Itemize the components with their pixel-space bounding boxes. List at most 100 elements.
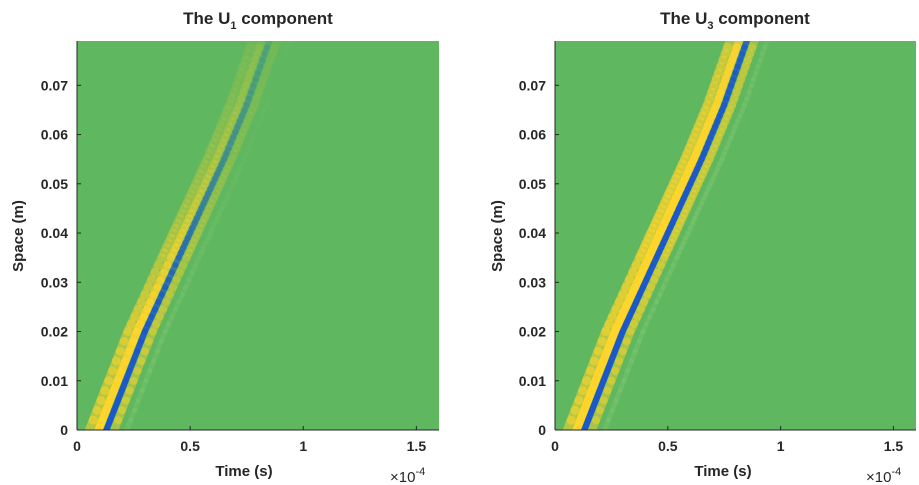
wave-halo-segment	[217, 205, 225, 216]
wave-band-segment	[257, 57, 266, 70]
wave-band-segment	[743, 49, 755, 65]
wave-halo-segment	[664, 269, 673, 283]
wave-halo-segment	[602, 417, 611, 430]
wave-band-segment	[675, 159, 687, 174]
wave-band-segment	[676, 214, 687, 228]
wave-band-segment	[250, 76, 259, 89]
wave-halo-segment	[760, 44, 768, 57]
wave-halo-segment	[235, 166, 243, 177]
y-tick-label: 0.02	[519, 324, 546, 340]
wave-halo-segment	[155, 338, 164, 354]
wave-band-segment	[732, 41, 743, 52]
wave-band-segment	[746, 43, 757, 58]
wave-halo-segment	[683, 230, 691, 241]
wave-halo-segment	[640, 321, 649, 335]
wave-halo-segment	[257, 113, 266, 124]
y-tick-label: 0	[60, 422, 68, 438]
wave-band-segment	[137, 347, 150, 366]
wave-band-segment	[618, 337, 631, 356]
wave-halo-segment	[757, 51, 766, 63]
wave-band-segment	[227, 111, 239, 126]
wave-halo-segment	[230, 176, 238, 187]
wave-band-segment	[205, 185, 214, 197]
x-tick-label: 1.5	[884, 438, 904, 454]
wave-band-segment	[705, 149, 716, 164]
wave-halo-segment	[214, 210, 223, 221]
wave-band-segment	[218, 169, 230, 183]
wave-halo-segment	[246, 140, 254, 151]
wave-band-segment	[664, 238, 676, 252]
wave-band-segment	[209, 175, 219, 187]
wave-band-segment	[657, 253, 669, 270]
wave-band-segment	[257, 75, 268, 90]
wave-band-segment	[165, 283, 178, 299]
y-tick-label: 0.04	[41, 225, 68, 241]
wave-band-segment	[227, 149, 239, 164]
wave-band-segment	[611, 357, 624, 375]
wave-halo-segment	[730, 124, 738, 135]
wave-band-segment	[721, 111, 732, 126]
wave-band-segment	[153, 253, 167, 270]
wave-halo-segment	[714, 161, 723, 172]
wave-band-segment	[218, 156, 228, 168]
wave-band-segment	[622, 327, 635, 346]
wave-band-segment	[180, 219, 191, 233]
wave-halo-segment	[667, 262, 676, 275]
wave-band-segment	[157, 248, 169, 263]
wave-halo-segment	[262, 102, 270, 113]
heatmap-field	[84, 41, 282, 430]
wave-band-segment	[592, 406, 604, 425]
wave-band-segment	[204, 143, 217, 159]
y-tick-label: 0.02	[41, 324, 68, 340]
wave-band-segment	[739, 62, 750, 78]
wave-halo-segment	[737, 107, 745, 119]
wave-halo-segment	[628, 348, 638, 364]
wave-band-segment	[239, 107, 248, 119]
wave-halo-segment	[670, 255, 680, 268]
wave-halo-segment	[701, 191, 709, 202]
wave-band-segment	[155, 305, 167, 321]
wave-band-segment	[189, 233, 200, 247]
wave-band-segment	[667, 233, 678, 247]
wave-band-segment	[680, 149, 692, 164]
wave-band-segment	[227, 134, 237, 146]
wave-band-segment	[207, 180, 216, 192]
wave-band-segment	[714, 128, 725, 142]
title-prefix: The U	[660, 9, 707, 28]
wave-band-segment	[633, 305, 645, 321]
title-subscript: 3	[707, 20, 713, 32]
wave-halo-segment	[135, 388, 145, 403]
y-tick-label: 0.06	[41, 127, 68, 143]
wave-halo-segment	[158, 329, 168, 344]
wave-band-segment	[245, 89, 255, 102]
wave-band-segment	[629, 312, 642, 329]
wave-band-segment	[169, 275, 181, 292]
wave-band-segment	[212, 184, 223, 198]
wave-band-segment	[255, 41, 266, 52]
wave-band-segment	[221, 128, 232, 142]
wave-band-segment	[716, 55, 728, 72]
wave-band-segment	[248, 82, 257, 96]
wave-band-segment	[129, 366, 142, 385]
wave-band-segment	[714, 62, 726, 78]
wave-band-segment	[159, 243, 171, 258]
wave-band-segment	[687, 133, 699, 148]
y-axis-label: Space (m)	[10, 200, 27, 272]
wave-halo-segment	[193, 255, 202, 268]
wave-band-segment	[218, 111, 230, 126]
wave-band-segment	[216, 161, 225, 173]
wave-band-segment	[193, 210, 203, 222]
x-tick-label: 0.5	[180, 438, 200, 454]
wave-band-segment	[212, 149, 223, 164]
wave-band-segment	[133, 297, 146, 314]
wave-band-segment	[264, 41, 273, 51]
x-multiplier: ×10-4	[390, 466, 425, 485]
wave-halo-segment	[219, 200, 227, 211]
wave-band-segment	[225, 155, 236, 169]
wave-band-segment	[718, 49, 730, 65]
wave-band-segment	[250, 94, 261, 110]
wave-band-segment	[259, 50, 268, 64]
x-ticks: 0 0.5 1 1.5	[73, 426, 426, 454]
wave-band-segment	[659, 194, 672, 208]
